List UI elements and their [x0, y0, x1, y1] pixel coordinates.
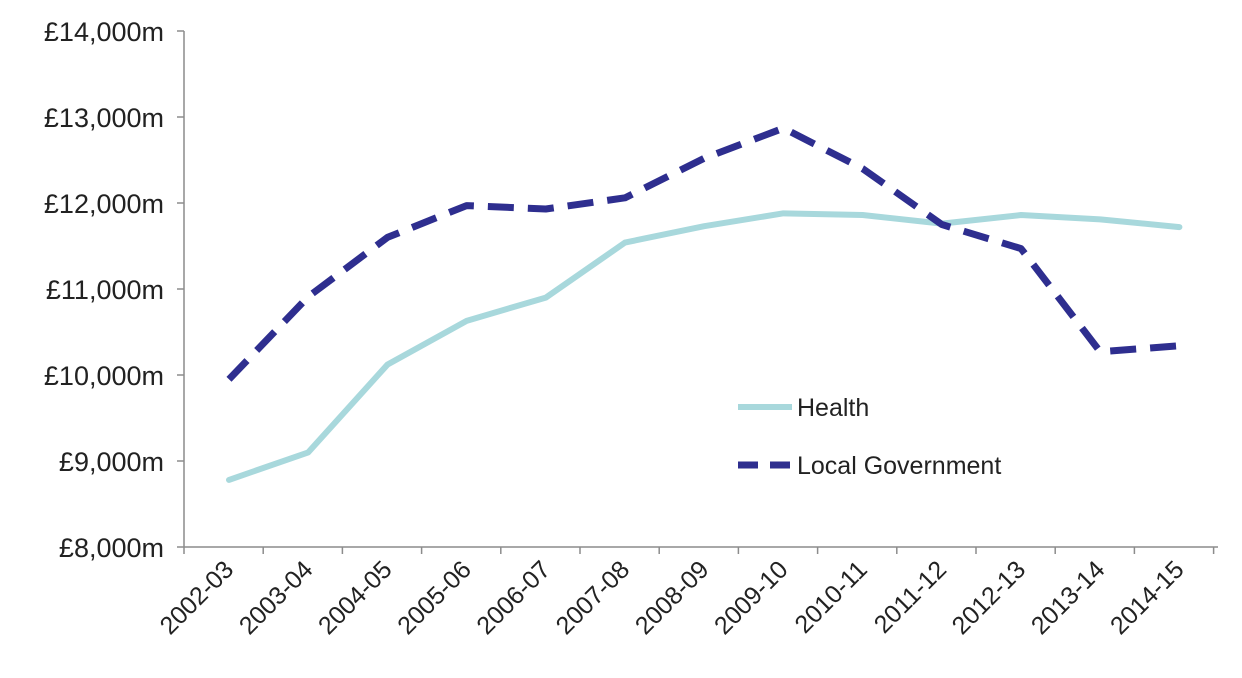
y-tick-label: £9,000m [59, 447, 164, 477]
chart-axes [183, 31, 1218, 548]
x-tick-label: 2006-07 [471, 555, 556, 640]
x-tick-label: 2014-15 [1105, 555, 1190, 640]
x-tick-label: 2009-10 [709, 555, 794, 640]
x-tick-label: 2005-06 [392, 555, 477, 640]
y-tick-label: £10,000m [44, 361, 164, 391]
legend: Health Local Government [738, 394, 1001, 480]
y-tick-label: £12,000m [44, 189, 164, 219]
x-tick-label: 2012-13 [947, 555, 1032, 640]
x-tick-label: 2003-04 [234, 555, 319, 640]
series-line-local-government [226, 124, 1180, 382]
y-axis-ticks: £8,000m £9,000m £10,000m £11,000m £12,000m £1… [44, 17, 184, 563]
y-tick-label: £14,000m [44, 17, 164, 47]
x-tick-label: 2004-05 [313, 555, 398, 640]
series-layer [226, 124, 1183, 483]
x-axis-ticks: 2002-032003-042004-052005-062006-072007-… [155, 547, 1215, 640]
series-line-health [226, 210, 1183, 483]
x-tick-label: 2008-09 [630, 555, 715, 640]
y-tick-label: £13,000m [44, 103, 164, 133]
x-tick-label: 2007-08 [551, 555, 636, 640]
x-tick-label: 2013-14 [1026, 555, 1111, 640]
x-tick-label: 2010-11 [789, 555, 872, 638]
legend-label-health: Health [797, 394, 869, 422]
x-tick-label: 2002-03 [155, 555, 240, 640]
x-tick-label: 2011-12 [869, 555, 952, 638]
y-tick-label: £8,000m [59, 533, 164, 563]
y-tick-label: £11,000m [46, 275, 164, 305]
legend-label-local-government: Local Government [797, 452, 1001, 480]
